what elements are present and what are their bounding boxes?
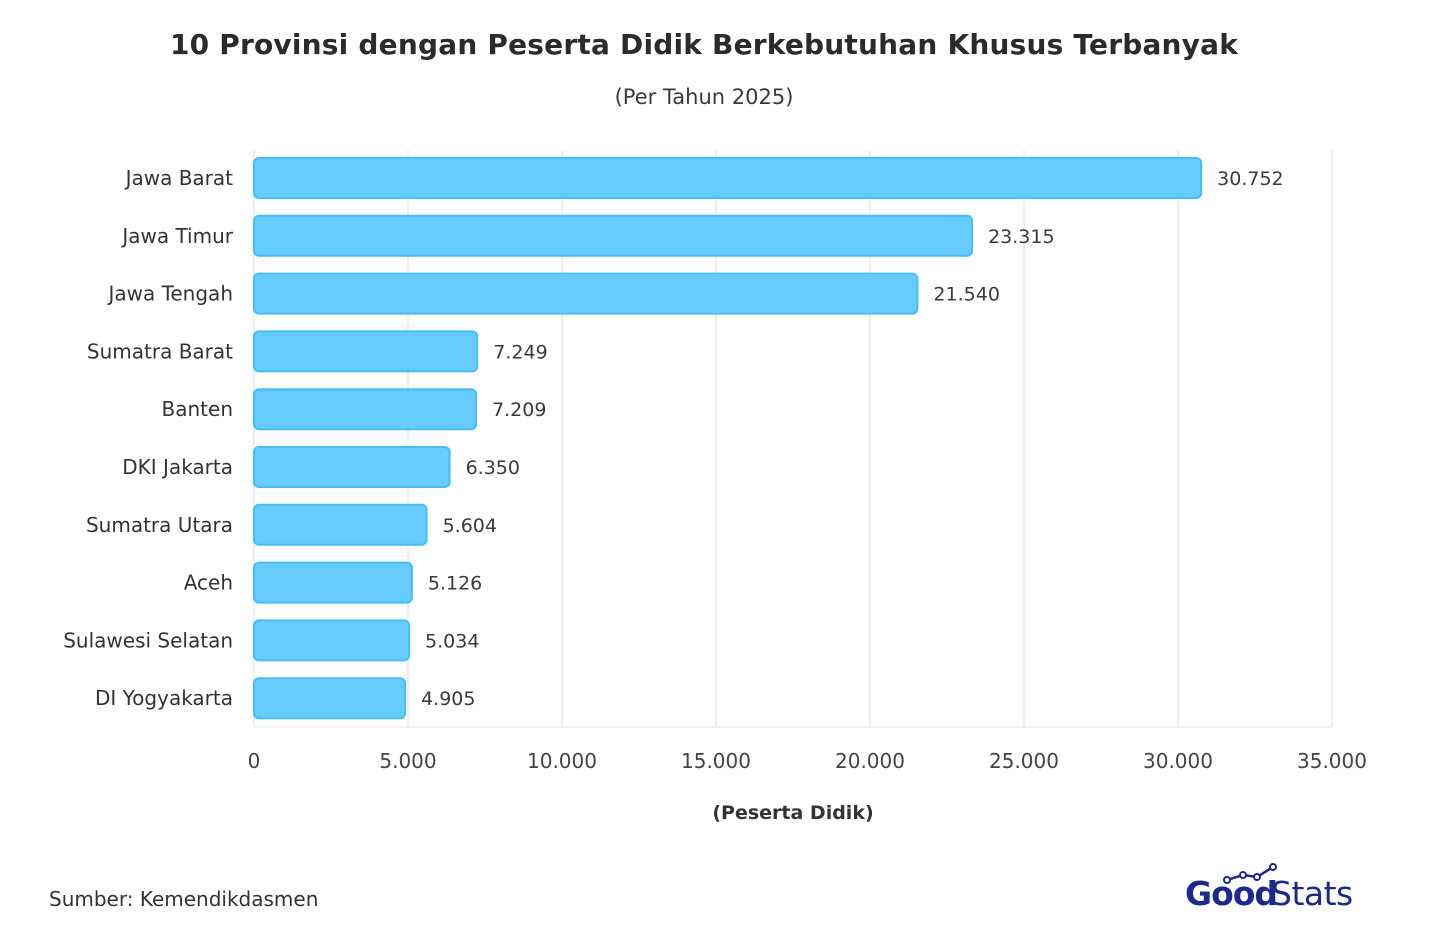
- value-label: 30.752: [1217, 168, 1283, 190]
- value-label: 6.350: [466, 457, 520, 479]
- value-label: 4.905: [421, 688, 475, 710]
- bar: [253, 214, 974, 257]
- x-tick-label: 25.000: [989, 749, 1059, 773]
- chart-subtitle: (Per Tahun 2025): [614, 85, 794, 109]
- x-tick-label: 0: [248, 749, 261, 773]
- category-label: Jawa Timur: [120, 224, 233, 248]
- trend-line-icon: [1223, 863, 1277, 884]
- logo-text-stats: Stats: [1271, 874, 1353, 913]
- value-label: 7.249: [493, 341, 547, 363]
- bar: [253, 446, 451, 488]
- category-label: Sumatra Barat: [87, 339, 233, 363]
- value-label: 21.540: [933, 284, 999, 306]
- x-axis-label: (Peserta Didik): [712, 802, 873, 824]
- x-tick-label: 20.000: [835, 749, 905, 773]
- category-label: Jawa Tengah: [106, 282, 233, 306]
- bar: [253, 157, 1203, 199]
- category-label: Aceh: [184, 571, 233, 595]
- bar: [253, 677, 407, 720]
- source-note: Sumber: Kemendikdasmen: [49, 887, 319, 911]
- value-labels: 30.752 23.315 21.540 7.249 7.209 6.350 5.604 5.…: [421, 168, 1284, 710]
- value-label: 5.034: [425, 630, 479, 652]
- x-tick-label: 10.000: [527, 749, 597, 773]
- category-label: Banten: [162, 397, 233, 421]
- category-labels: Jawa Barat Jawa Timur Jawa Tengah Sumatra B…: [63, 166, 234, 710]
- category-label: DI Yogyakarta: [95, 686, 233, 710]
- bar: [253, 503, 428, 546]
- bar: [253, 388, 478, 431]
- category-label: Sumatra Utara: [86, 513, 233, 537]
- bar: [253, 272, 919, 315]
- x-tick-label: 15.000: [681, 749, 751, 773]
- bar: [253, 561, 413, 604]
- x-tick-labels: 0 5.000 10.000 15.000 20.000 25.000 30.000 35.0…: [248, 749, 1367, 773]
- value-label: 7.209: [492, 399, 546, 421]
- value-label: 23.315: [988, 226, 1054, 248]
- value-label: 5.126: [428, 573, 482, 595]
- bar: [253, 619, 411, 662]
- bar-chart: Jawa Barat Jawa Timur Jawa Tengah Sumatra B…: [63, 150, 1367, 824]
- logo-text-good: Good: [1185, 874, 1278, 913]
- bar: [253, 330, 479, 373]
- x-tick-label: 35.000: [1297, 749, 1367, 773]
- goodstats-logo: Good Stats: [1183, 862, 1363, 918]
- x-tick-label: 5.000: [379, 749, 436, 773]
- chart-title: 10 Provinsi dengan Peserta Didik Berkebu…: [169, 28, 1239, 61]
- category-label: Jawa Barat: [124, 166, 234, 190]
- category-label: Sulawesi Selatan: [63, 628, 233, 652]
- x-tick-label: 30.000: [1143, 749, 1213, 773]
- category-label: DKI Jakarta: [122, 455, 233, 479]
- value-label: 5.604: [443, 515, 497, 537]
- bars: [253, 157, 1203, 720]
